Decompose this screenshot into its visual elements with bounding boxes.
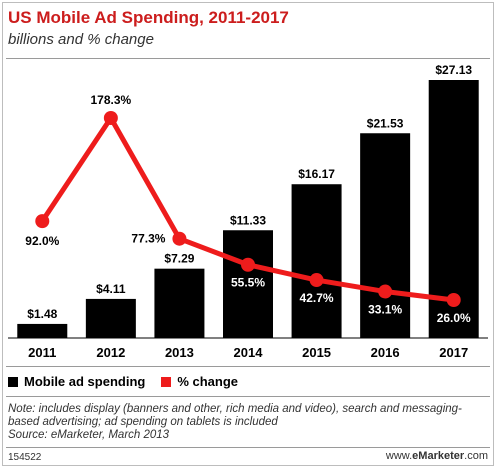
line-label-2013: 77.3% bbox=[131, 232, 165, 246]
bar-label-2011: $1.48 bbox=[27, 307, 57, 321]
line-label-2015: 42.7% bbox=[300, 291, 334, 305]
line-point-2014 bbox=[241, 257, 255, 272]
legend-label-bars: Mobile ad spending bbox=[24, 374, 146, 389]
footer-divider bbox=[6, 447, 490, 448]
chart-subtitle: billions and % change bbox=[8, 31, 154, 48]
x-tick-2014: 2014 bbox=[234, 345, 264, 360]
line-point-2017 bbox=[446, 293, 461, 307]
bar-2014 bbox=[223, 230, 273, 338]
source-text: Source: eMarketer, March 2013 bbox=[8, 429, 170, 441]
legend-label-line: % change bbox=[177, 374, 239, 389]
line-point-2013 bbox=[172, 231, 187, 246]
bar-label-2015: $16.17 bbox=[298, 167, 335, 181]
brand-name: eMarketer bbox=[412, 450, 465, 462]
line-point-2015 bbox=[309, 273, 324, 288]
brand-suffix: .com bbox=[464, 450, 488, 462]
bar-2012 bbox=[85, 298, 136, 338]
chart-plot: $1.48 2011 $4.11 2012 $7.29 2013 $11.33 2014 $16… bbox=[8, 63, 488, 360]
line-label-2012: 178.3% bbox=[91, 93, 132, 107]
legend-divider-top bbox=[6, 366, 490, 367]
legend-divider-bottom bbox=[6, 396, 490, 397]
legend-item-line: % change bbox=[161, 374, 238, 389]
note-text: Note: includes display (banners and othe… bbox=[8, 403, 462, 428]
line-label-2017: 26.0% bbox=[437, 311, 471, 325]
legend-item-bars: Mobile ad spending bbox=[8, 374, 145, 389]
bar-label-2017: $27.13 bbox=[435, 63, 472, 77]
line-label-2016: 33.1% bbox=[368, 303, 402, 317]
x-tick-2011: 2011 bbox=[28, 345, 56, 360]
bar-label-2016: $21.53 bbox=[367, 116, 404, 130]
line-point-2012 bbox=[103, 111, 118, 125]
bar-label-2014: $11.33 bbox=[230, 213, 266, 227]
brand-link[interactable]: www.eMarketer.com bbox=[386, 450, 488, 462]
x-tick-2013: 2013 bbox=[165, 345, 194, 360]
brand-prefix: www. bbox=[385, 450, 413, 462]
line-point-2016 bbox=[378, 284, 393, 299]
chart-note: Note: includes display (banners and othe… bbox=[8, 403, 488, 442]
bar-2013 bbox=[154, 268, 205, 338]
x-tick-2017: 2017 bbox=[439, 345, 468, 360]
x-tick-2015: 2015 bbox=[302, 345, 331, 360]
bar-2011 bbox=[17, 323, 68, 338]
legend-swatch-bars bbox=[8, 376, 18, 387]
line-label-2011: 92.0% bbox=[25, 234, 59, 248]
chart-legend: Mobile ad spending % change bbox=[8, 374, 254, 389]
title-divider bbox=[6, 58, 490, 59]
bar-label-2012: $4.11 bbox=[96, 282, 126, 296]
chart-frame bbox=[2, 2, 494, 466]
bar-2016 bbox=[360, 133, 411, 338]
line-point-2011 bbox=[35, 214, 50, 229]
x-tick-2016: 2016 bbox=[371, 345, 400, 360]
chart-id: 154522 bbox=[8, 452, 42, 463]
x-tick-2012: 2012 bbox=[96, 345, 125, 360]
line-label-2014: 55.5% bbox=[231, 276, 265, 290]
bar-2015 bbox=[291, 184, 342, 338]
chart-title: US Mobile Ad Spending, 2011-2017 bbox=[8, 8, 289, 27]
legend-swatch-line bbox=[161, 376, 172, 387]
bar-label-2013: $7.29 bbox=[164, 252, 194, 266]
